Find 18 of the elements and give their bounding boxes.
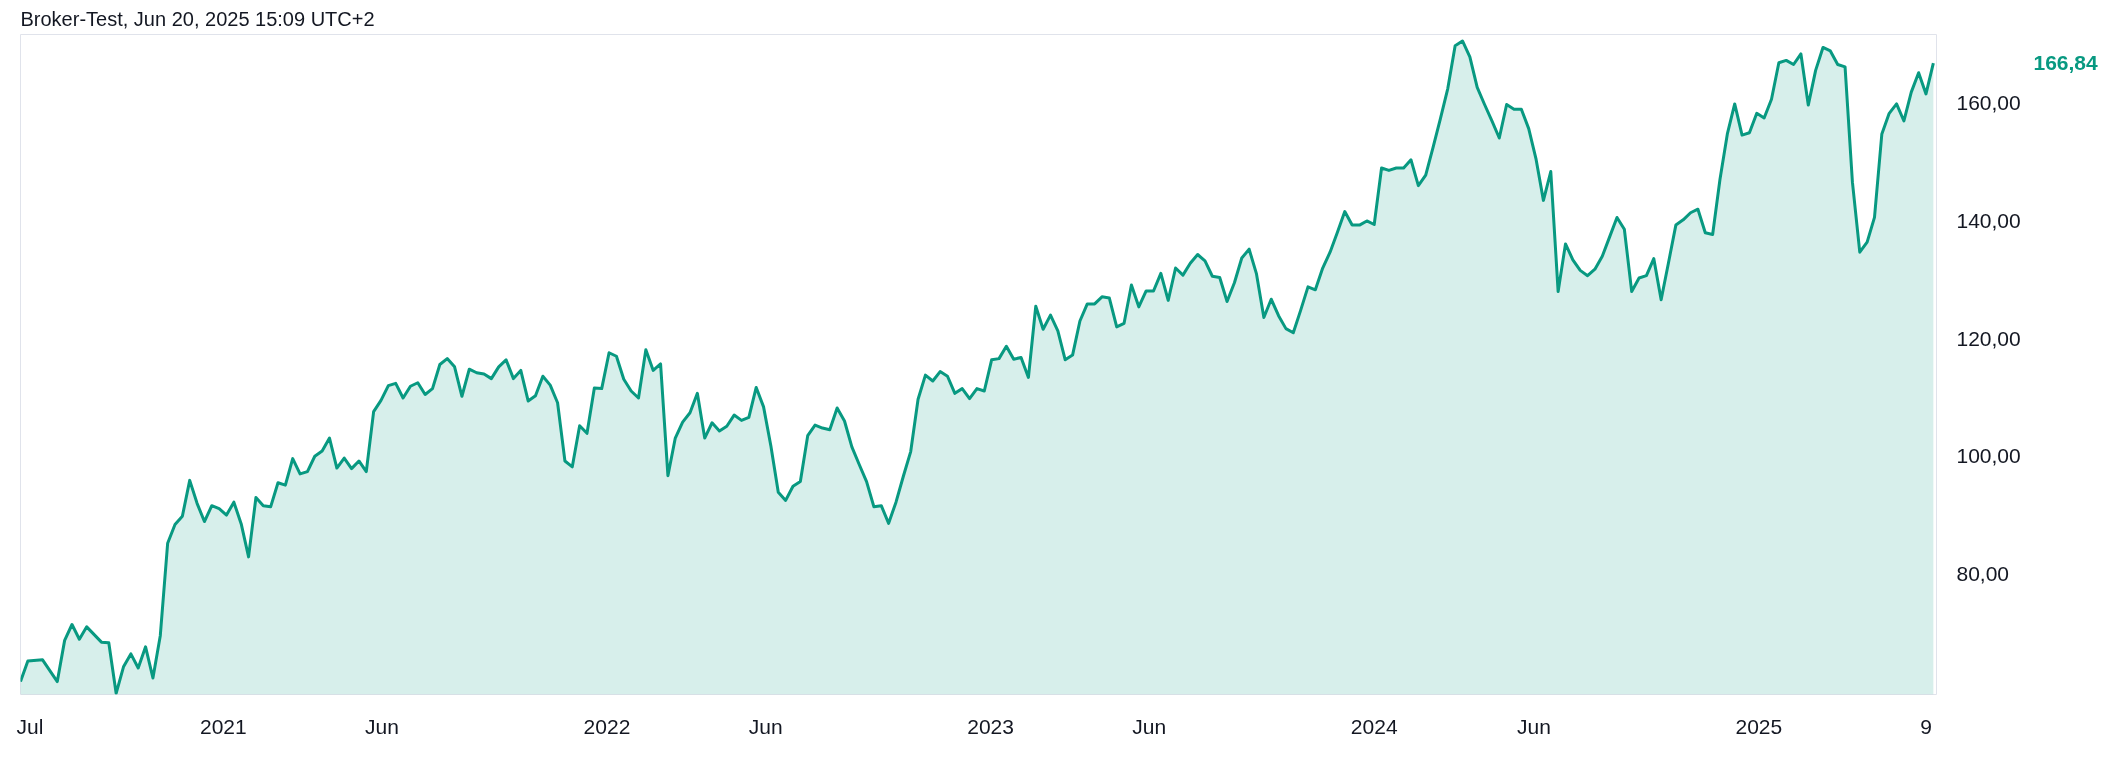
y-tick-label: 120,00 (1956, 326, 2021, 350)
x-tick-label: Jun (1517, 714, 1551, 738)
y-tick-label: 100,00 (1956, 444, 2021, 468)
chart-title: Broker-Test, Jun 20, 2025 15:09 UTC+2 (20, 7, 375, 30)
x-tick-label: Jun (365, 714, 399, 738)
x-tick-label: 9 (1920, 714, 1932, 738)
x-tick-label: Jun (748, 714, 783, 738)
y-tick-label: 160,00 (1956, 91, 2021, 115)
x-tick-label: 2021 (199, 714, 247, 738)
y-tick-label: 140,00 (1956, 208, 2021, 232)
x-tick-label: 2025 (1735, 714, 1783, 738)
x-tick-label: 2022 (583, 714, 631, 738)
y-tick-label: 80,00 (1956, 561, 2010, 585)
x-tick-label: Jun (1132, 714, 1167, 738)
text: 166,84 (2033, 51, 2099, 75)
x-tick-label: 2023 (967, 714, 1014, 738)
x-tick-label: Jul (16, 714, 44, 738)
x-tick-label: 2024 (1350, 714, 1398, 738)
